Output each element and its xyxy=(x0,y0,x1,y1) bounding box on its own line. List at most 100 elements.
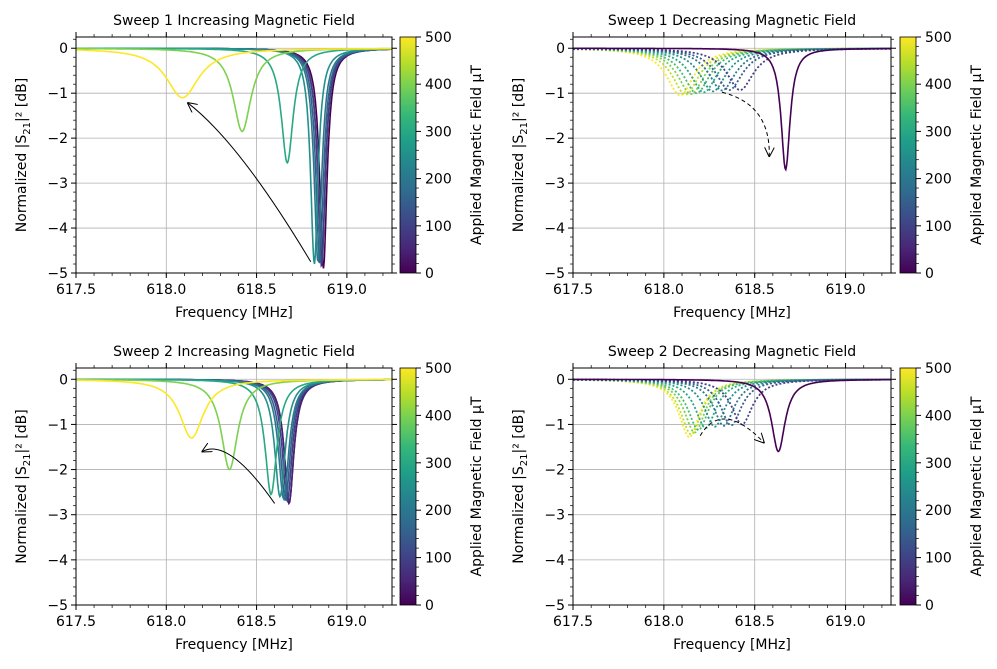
x-tick-label: 618.0 xyxy=(146,282,186,298)
series-line xyxy=(573,47,891,172)
x-axis-label: Frequency [MHz] xyxy=(175,637,293,653)
series-line xyxy=(573,47,891,96)
colorbar-tick-label: 200 xyxy=(925,503,952,519)
y-tick-label: −4 xyxy=(544,221,565,237)
series-line xyxy=(76,47,392,264)
y-tick-label: −3 xyxy=(47,508,68,524)
annotation-arrow xyxy=(188,103,312,263)
series-line xyxy=(76,47,392,264)
y-tick-label: −1 xyxy=(47,417,68,433)
axes-frame xyxy=(75,367,393,606)
colorbar-tick-label: 100 xyxy=(925,551,952,567)
series-line xyxy=(76,47,392,165)
curves xyxy=(76,378,392,506)
series-line xyxy=(76,47,392,268)
colorbar-tick-label: 100 xyxy=(425,551,452,567)
y-tick-label: −1 xyxy=(544,417,565,433)
x-tick-label: 618.0 xyxy=(644,614,684,630)
annotation-arrow xyxy=(721,91,769,156)
series-line xyxy=(573,47,891,91)
x-tick-label: 619.0 xyxy=(826,614,866,630)
colorbar-tick-label: 400 xyxy=(425,408,452,424)
y-tick-label: −4 xyxy=(47,221,68,237)
colorbar xyxy=(399,36,417,274)
axes-frame xyxy=(75,36,393,274)
series-line xyxy=(76,47,392,266)
x-tick-label: 619.0 xyxy=(826,282,866,298)
y-tick-label: −5 xyxy=(544,598,565,614)
colorbar-tick-label: 400 xyxy=(925,408,952,424)
colorbar-tick-label: 300 xyxy=(925,456,952,472)
y-tick-label: −3 xyxy=(544,508,565,524)
colorbar-tick-label: 0 xyxy=(425,598,434,614)
y-tick-label: −3 xyxy=(47,176,68,192)
colorbar xyxy=(899,367,917,606)
panel-1: 617.5 618.0 618.5 619.0 0 −1 −2 −3 −4 −5 Sweep 1 I… xyxy=(14,13,485,321)
annotation-arrow xyxy=(202,449,276,504)
series-line xyxy=(573,47,891,94)
y-tick-label: 0 xyxy=(556,41,565,57)
series-line xyxy=(573,47,891,92)
colorbar-label: Applied Magnetic Field μT xyxy=(469,396,485,576)
y-tick-label: −5 xyxy=(47,266,68,282)
curves xyxy=(76,47,392,269)
x-tick-label: 618.5 xyxy=(237,282,277,298)
colorbar-tick-label: 100 xyxy=(925,219,952,235)
series-line xyxy=(573,378,891,453)
y-tick-label: −5 xyxy=(47,598,68,614)
series-line xyxy=(573,47,891,95)
colorbar-tick-label: 100 xyxy=(425,219,452,235)
chart-title: Sweep 2 Increasing Magnetic Field xyxy=(113,344,355,360)
y-tick-label: −3 xyxy=(544,176,565,192)
series-line xyxy=(76,378,392,504)
x-tick-label: 618.0 xyxy=(644,282,684,298)
panel-2: 617.5 618.0 618.5 619.0 0 −1 −2 −3 −4 −5 Sweep 1 D… xyxy=(511,13,985,321)
colorbar-tick-label: 300 xyxy=(925,124,952,140)
series-line xyxy=(573,378,891,426)
x-tick-label: 618.0 xyxy=(146,614,186,630)
series-line xyxy=(573,47,891,93)
series-line xyxy=(76,378,392,496)
chart-title: Sweep 2 Decreasing Magnetic Field xyxy=(608,344,856,360)
y-tick-label: −5 xyxy=(544,266,565,282)
y-axis-label: Normalized |S21|² [dB] xyxy=(511,78,530,232)
x-tick-label: 618.5 xyxy=(735,282,775,298)
y-tick-label: −2 xyxy=(544,131,565,147)
colorbar-tick-label: 0 xyxy=(925,266,934,282)
colorbar-tick-label: 400 xyxy=(425,77,452,93)
series-line xyxy=(76,378,392,499)
chart-title: Sweep 1 Increasing Magnetic Field xyxy=(113,13,355,29)
y-tick-label: 0 xyxy=(59,372,68,388)
colorbar-tick-label: 0 xyxy=(425,266,434,282)
series-line xyxy=(573,47,891,91)
axes-frame xyxy=(572,36,892,274)
x-tick-label: 618.5 xyxy=(735,614,775,630)
colorbar-tick-label: 200 xyxy=(425,503,452,519)
y-tick-label: −1 xyxy=(47,86,68,102)
y-axis-label: Normalized |S21|² [dB] xyxy=(14,409,33,563)
colorbar-label: Applied Magnetic Field μT xyxy=(969,396,985,576)
panel-3: 617.5 618.0 618.5 619.0 0 −1 −2 −3 −4 −5 Sweep 2 I… xyxy=(14,344,485,653)
colorbar-label: Applied Magnetic Field μT xyxy=(969,65,985,245)
x-axis-label: Frequency [MHz] xyxy=(673,305,791,321)
colorbar-tick-label: 0 xyxy=(925,598,934,614)
y-tick-label: −2 xyxy=(47,131,68,147)
x-axis-label: Frequency [MHz] xyxy=(673,637,791,653)
series-line xyxy=(76,47,392,133)
colorbar-tick-label: 500 xyxy=(925,361,952,377)
series-line xyxy=(573,47,891,96)
colorbar xyxy=(899,36,917,274)
y-tick-label: −4 xyxy=(544,553,565,569)
colorbar xyxy=(399,367,417,606)
x-tick-label: 618.5 xyxy=(237,614,277,630)
x-axis-label: Frequency [MHz] xyxy=(175,305,293,321)
series-line xyxy=(76,378,392,506)
chart-title: Sweep 1 Decreasing Magnetic Field xyxy=(608,13,856,29)
series-line xyxy=(76,47,392,99)
series-line xyxy=(573,47,891,97)
curves xyxy=(573,47,891,172)
y-tick-label: −1 xyxy=(544,86,565,102)
y-tick-label: −4 xyxy=(47,553,68,569)
series-line xyxy=(76,378,392,439)
